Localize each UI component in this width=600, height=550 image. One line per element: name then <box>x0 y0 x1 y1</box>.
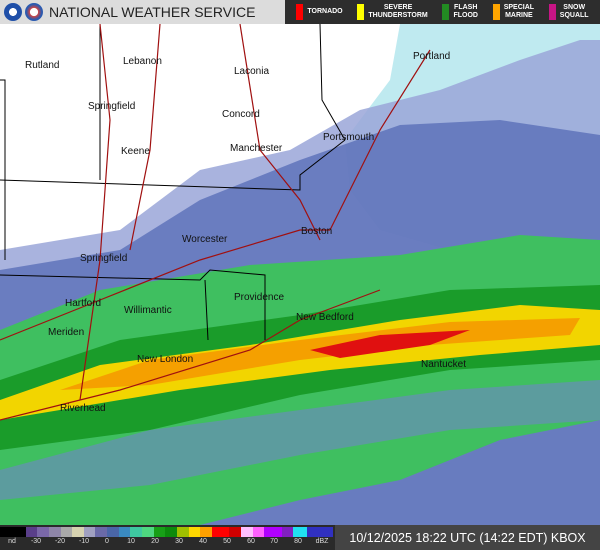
tick-label: 50 <box>223 538 231 545</box>
tick-label: nd <box>8 538 16 545</box>
reflectivity-legend: nd -30 -20 -10 0 10 20 30 40 50 60 70 80… <box>0 525 335 550</box>
tick-label: 60 <box>247 538 255 545</box>
city-label: Meriden <box>48 327 85 338</box>
city-label: Providence <box>234 292 285 303</box>
warning-tornado[interactable]: TORNADO <box>296 4 343 20</box>
tick-label: -10 <box>78 538 90 545</box>
warning-label: FLASH FLOOD <box>453 4 478 19</box>
tick-label: 20 <box>151 538 159 545</box>
city-label: Springfield <box>80 253 128 264</box>
tick-label: 80 <box>294 538 302 545</box>
scale-ticks: nd -30 -20 -10 0 10 20 30 40 50 60 70 80… <box>0 538 333 550</box>
warning-label: SEVERE THUNDERSTORM <box>368 4 428 19</box>
snow-squall-swatch <box>548 4 556 20</box>
site-title: NATIONAL WEATHER SERVICE <box>49 4 256 20</box>
city-label: Boston <box>301 226 333 237</box>
city-label: Portsmouth <box>323 132 375 143</box>
city-label: Lebanon <box>123 56 162 67</box>
tick-label: dBZ <box>315 538 329 545</box>
city-label: Portland <box>413 51 451 62</box>
tick-label: -30 <box>30 538 42 545</box>
severe-thunderstorm-swatch <box>357 4 365 20</box>
city-label: Manchester <box>230 143 283 154</box>
city-label: Concord <box>222 109 260 120</box>
city-label: Nantucket <box>421 359 467 370</box>
tick-label: -20 <box>54 538 66 545</box>
city-label: Keene <box>121 146 150 157</box>
special-marine-swatch <box>492 4 500 20</box>
city-label: Rutland <box>25 60 60 71</box>
tornado-swatch <box>296 4 304 20</box>
warning-label: SNOW SQUALL <box>559 4 589 19</box>
radar-red-echo <box>310 330 470 358</box>
city-label: Willimantic <box>124 305 172 316</box>
city-label: New London <box>137 354 194 365</box>
warning-severe-thunderstorm[interactable]: SEVERE THUNDERSTORM <box>357 4 428 20</box>
nws-logo-icon <box>25 3 43 21</box>
city-label: Springfield <box>88 101 136 112</box>
header: NATIONAL WEATHER SERVICE TORNADO SEVERE … <box>0 0 600 24</box>
tick-label: 0 <box>105 538 109 545</box>
tick-label: 70 <box>270 538 278 545</box>
radar-blue-band <box>0 380 600 500</box>
tick-label: 40 <box>199 538 207 545</box>
city-label: Worcester <box>182 234 228 245</box>
warning-special-marine[interactable]: SPECIAL MARINE <box>492 4 535 20</box>
tick-label: 30 <box>175 538 183 545</box>
warning-label: TORNADO <box>307 8 343 15</box>
footer: nd -30 -20 -10 0 10 20 30 40 50 60 70 80… <box>0 525 600 550</box>
state-borders <box>0 23 346 341</box>
warning-flash-flood[interactable]: FLASH FLOOD <box>442 4 478 20</box>
city-label: Laconia <box>234 66 270 77</box>
warning-legend: TORNADO SEVERE THUNDERSTORM FLASH FLOOD … <box>285 0 600 24</box>
color-scale <box>0 527 333 537</box>
warning-label: SPECIAL MARINE <box>503 4 535 19</box>
flash-flood-swatch <box>442 4 450 20</box>
city-label: Riverhead <box>60 403 106 414</box>
city-label: New Bedford <box>296 312 354 323</box>
noaa-logo-icon <box>4 3 22 21</box>
tick-label: 10 <box>127 538 135 545</box>
warning-snow-squall[interactable]: SNOW SQUALL <box>548 4 589 20</box>
city-label: Hartford <box>65 298 102 309</box>
timestamp: 10/12/2025 18:22 UTC (14:22 EDT) KBOX <box>335 525 600 550</box>
highways <box>0 23 431 421</box>
brand: NATIONAL WEATHER SERVICE <box>0 0 285 24</box>
